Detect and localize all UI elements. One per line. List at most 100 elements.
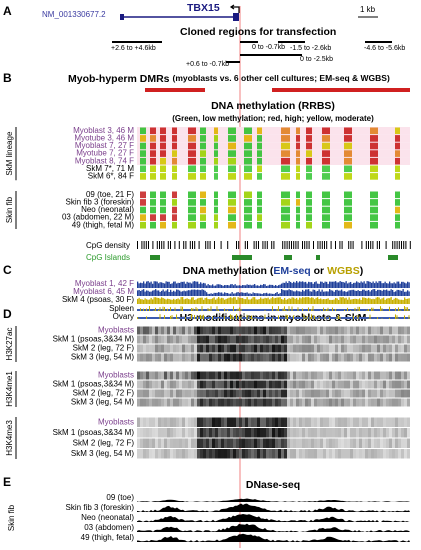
row-label: Neo (neonatal) <box>81 513 134 522</box>
emseq-bar <box>173 281 175 288</box>
histone-signal <box>164 438 167 448</box>
emseq-bar <box>335 297 337 304</box>
wgbs-bar <box>195 307 197 311</box>
histone-signal <box>407 335 410 344</box>
histone-signal <box>212 389 215 398</box>
emseq-bar <box>195 289 197 296</box>
emseq-bar <box>311 291 313 296</box>
emseq-bar <box>276 297 278 304</box>
cpg-tick <box>306 241 308 249</box>
emseq-bar <box>240 298 242 304</box>
histone-signal <box>173 417 176 427</box>
row-label: Skin fib 3 (foreskin) <box>66 503 135 512</box>
histone-signal <box>149 417 152 427</box>
histone-signal <box>218 335 221 344</box>
emseq-bar <box>254 284 256 288</box>
emseq-bar <box>234 297 236 304</box>
wgbs-bar <box>311 308 312 311</box>
histone-signal <box>302 417 305 427</box>
histone-signal <box>248 428 251 438</box>
wgbs-bar <box>306 316 308 319</box>
emseq-bar <box>155 289 157 296</box>
histone-signal <box>386 326 389 335</box>
methylation-cell <box>296 142 300 150</box>
histone-signal <box>230 335 233 344</box>
methylation-cell <box>172 150 177 157</box>
histone-signal <box>401 353 404 362</box>
histone-signal <box>149 371 152 380</box>
histone-signal <box>320 389 323 398</box>
cpg-tick <box>335 241 336 249</box>
histone-signal <box>278 344 281 353</box>
methylation-cell <box>281 127 290 135</box>
emseq-bar <box>326 281 328 288</box>
wgbs-bar <box>197 308 198 311</box>
emseq-bar <box>228 293 230 296</box>
histone-signal <box>236 428 239 438</box>
histone-signal <box>383 438 386 448</box>
histone-signal <box>287 449 290 459</box>
histone-signal <box>140 398 143 407</box>
histone-signal <box>191 335 194 344</box>
histone-signal <box>287 344 290 353</box>
histone-signal <box>368 428 371 438</box>
histone-signal <box>314 398 317 407</box>
histone-signal <box>308 335 311 344</box>
emseq-bar <box>246 284 248 288</box>
histone-signal <box>143 428 146 438</box>
histone-signal <box>386 389 389 398</box>
histone-signal <box>347 353 350 362</box>
histone-signal <box>305 417 308 427</box>
histone-signal <box>323 449 326 459</box>
methylation-cell <box>140 199 146 206</box>
emseq-bar <box>225 298 227 304</box>
emseq-bar <box>281 299 283 304</box>
histone-signal <box>356 335 359 344</box>
emseq-bar <box>341 297 343 304</box>
histone-signal <box>374 371 377 380</box>
histone-signal <box>398 389 401 398</box>
histone-signal <box>209 389 212 398</box>
methylation-cell <box>322 165 330 173</box>
emseq-bar <box>183 281 185 288</box>
histone-signal <box>296 326 299 335</box>
histone-signal <box>398 335 401 344</box>
emseq-bar <box>269 299 271 304</box>
histone-signal <box>356 371 359 380</box>
row-label: Myotube 7, 27 F <box>76 149 134 158</box>
histone-signal <box>389 428 392 438</box>
histone-signal <box>377 353 380 362</box>
histone-signal <box>224 371 227 380</box>
emseq-bar <box>219 284 221 288</box>
emseq-bar <box>213 285 215 288</box>
row-label: SkM 1 (psoas,3&34 M) <box>53 335 135 344</box>
histone-signal <box>161 428 164 438</box>
emseq-bar <box>260 293 262 296</box>
emseq-bar <box>354 298 356 304</box>
emseq-bar <box>207 298 209 304</box>
histone-signal <box>284 353 287 362</box>
emseq-bar <box>333 281 335 288</box>
histone-signal <box>356 428 359 438</box>
cpg-tick <box>284 241 286 249</box>
cpg-tick <box>282 241 284 249</box>
histone-signal <box>233 371 236 380</box>
histone-signal <box>191 417 194 427</box>
emseq-bar <box>174 291 176 296</box>
histone-signal <box>263 428 266 438</box>
methylation-cell <box>214 165 218 173</box>
emseq-bar <box>210 298 212 304</box>
histone-signal <box>239 371 242 380</box>
histone-signal <box>383 371 386 380</box>
histone-signal <box>383 398 386 407</box>
wgbs-bar <box>399 309 401 311</box>
emseq-bar <box>194 299 196 304</box>
cpg-tick <box>352 241 354 249</box>
histone-signal <box>302 335 305 344</box>
histone-signal <box>152 398 155 407</box>
histone-signal <box>386 417 389 427</box>
histone-signal <box>320 417 323 427</box>
histone-signal <box>191 353 194 362</box>
cpg-tick <box>143 241 145 249</box>
methylation-cell <box>344 135 352 142</box>
